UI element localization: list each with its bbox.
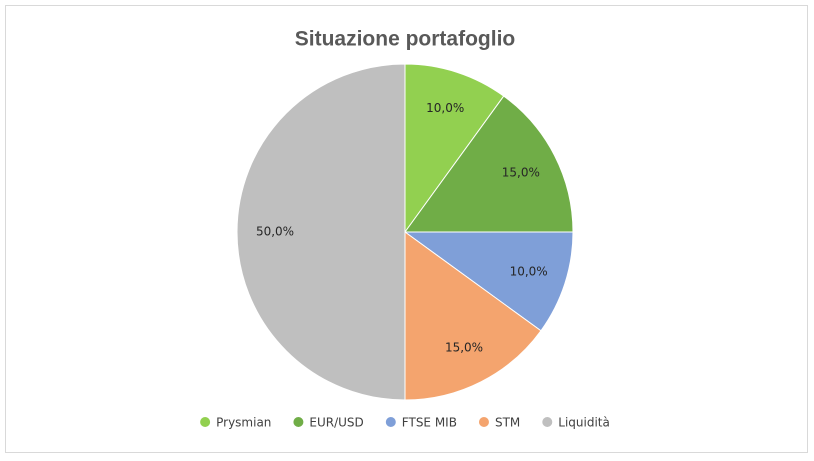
legend-marker <box>385 417 396 427</box>
data-label: 10,0% <box>426 101 464 115</box>
pie-slice <box>236 63 406 401</box>
pie-slice <box>404 95 574 233</box>
legend-label: Liquidità <box>558 416 610 430</box>
legend-marker <box>542 417 553 427</box>
legend-label: EUR/USD <box>309 416 363 430</box>
legend-label: Prysmian <box>216 416 271 430</box>
legend-marker <box>293 417 304 427</box>
data-label: 10,0% <box>510 265 548 279</box>
pie-slice <box>403 231 574 332</box>
legend-marker <box>478 417 489 427</box>
pie-slice <box>404 63 505 234</box>
legend-label: STM <box>495 416 520 430</box>
data-label: 15,0% <box>502 165 540 179</box>
legend-label: FTSE MIB <box>402 416 457 430</box>
data-label: 15,0% <box>445 340 483 354</box>
data-label: 50,0% <box>256 225 294 239</box>
legend-marker <box>200 417 211 427</box>
pie-slice <box>404 231 542 401</box>
chart-title: Situazione portafoglio <box>295 28 516 51</box>
